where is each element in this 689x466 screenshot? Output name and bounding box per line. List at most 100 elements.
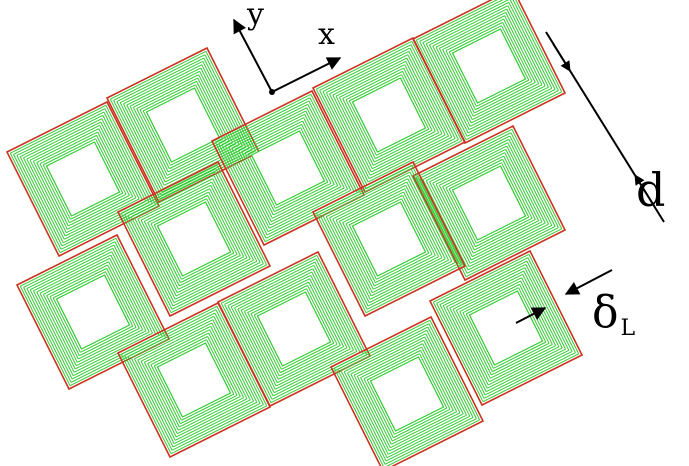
hatch-line [404, 188, 440, 257]
hatch-line [448, 188, 477, 244]
hatch-line [342, 67, 404, 99]
hatch-line [335, 219, 373, 293]
hatch-line [322, 171, 411, 216]
x-axis-label: x [318, 17, 335, 52]
hatch-line [507, 142, 549, 225]
hatch-line [127, 171, 216, 216]
hatch-line [425, 180, 470, 267]
hatch-line [401, 74, 430, 130]
hatch-line [510, 132, 559, 228]
hatch-line [445, 187, 476, 247]
hatch-line [134, 217, 176, 300]
hatch-line [214, 312, 261, 404]
lattice-tile [5, 100, 161, 258]
hatch-line [237, 271, 312, 310]
tile-hole [156, 201, 232, 277]
hatch-line [465, 313, 494, 369]
hatch-line [452, 308, 490, 382]
hatch-line [100, 121, 140, 200]
hatch-line [442, 263, 527, 307]
tile-border [411, 0, 567, 145]
hatch-line [332, 94, 372, 173]
hatch-line [410, 44, 459, 140]
hatch-line [281, 342, 334, 370]
hatch-line [449, 25, 502, 53]
hatch-line [503, 155, 536, 220]
tile-border [116, 301, 272, 459]
delta-dimension: δL [515, 269, 636, 341]
hatch-line [137, 322, 212, 361]
hatch-line [528, 254, 580, 355]
hatch-line [170, 405, 267, 455]
hatch-line [329, 93, 371, 176]
hatch-line [405, 61, 443, 135]
hatch-line [415, 176, 467, 277]
hatch-line [178, 397, 244, 431]
hatch-line [373, 132, 439, 166]
hatch-line [129, 70, 200, 107]
hatch-line [241, 151, 274, 216]
lattice-tile [216, 250, 372, 408]
hatch-line [221, 144, 268, 236]
hatch-line [39, 163, 70, 223]
hatch-line [137, 218, 177, 297]
hatch-line [476, 79, 529, 107]
hatch-line [102, 115, 147, 202]
hatch-line [435, 11, 506, 48]
hatch-line [240, 309, 278, 383]
hatch-line [474, 82, 536, 114]
hatch-line [472, 221, 543, 258]
hatch-line [429, 44, 471, 127]
hatch-line [46, 264, 108, 296]
hatch-line [177, 257, 248, 294]
hatch-line [121, 164, 218, 214]
hatch-line [435, 148, 506, 185]
hatch-line [335, 60, 406, 97]
hatch-line [403, 191, 436, 256]
hatch-line [147, 363, 180, 428]
tile-hole [55, 274, 131, 350]
hatch-line [424, 336, 464, 415]
hatch-line [393, 408, 451, 439]
hatch-line [404, 64, 440, 133]
hatch-line [77, 329, 143, 363]
hatch-line [221, 254, 318, 304]
hatch-line [304, 114, 342, 188]
hatch-line [198, 74, 234, 143]
hatch-line [357, 343, 423, 377]
hatch-line [329, 217, 371, 300]
hatch-line [356, 376, 392, 445]
hatch-line [429, 181, 471, 264]
hatch-line [127, 356, 174, 448]
hatch-line [218, 143, 267, 239]
hatch-line [215, 168, 264, 264]
hatch-line [123, 103, 165, 186]
hatch-line [176, 399, 251, 438]
hatch-line [120, 212, 172, 313]
hatch-line [425, 333, 467, 416]
hatch-line [211, 181, 251, 260]
hatch-line [456, 277, 522, 311]
hatch-line [469, 86, 549, 127]
hatch-line [445, 50, 476, 110]
hatch-line [113, 100, 162, 196]
hatch-line [133, 74, 199, 108]
hatch-line [332, 181, 407, 220]
hatch-line [442, 186, 475, 251]
hatch-line [442, 305, 487, 392]
hatch-line [322, 91, 369, 183]
hatch-line [23, 241, 116, 288]
tile-hole [468, 290, 544, 366]
hatch-line [374, 131, 436, 163]
hatch-line [527, 257, 576, 353]
hatch-line [374, 255, 436, 287]
hatch-line [347, 372, 389, 455]
hatch-line [174, 400, 254, 441]
hatch-line [426, 330, 471, 417]
hatch-line [465, 91, 562, 141]
hatch-line [345, 99, 376, 159]
hatch-line [237, 308, 277, 387]
hatch-line [144, 329, 210, 363]
hatch-line [366, 379, 395, 435]
hatch-line [234, 268, 314, 309]
